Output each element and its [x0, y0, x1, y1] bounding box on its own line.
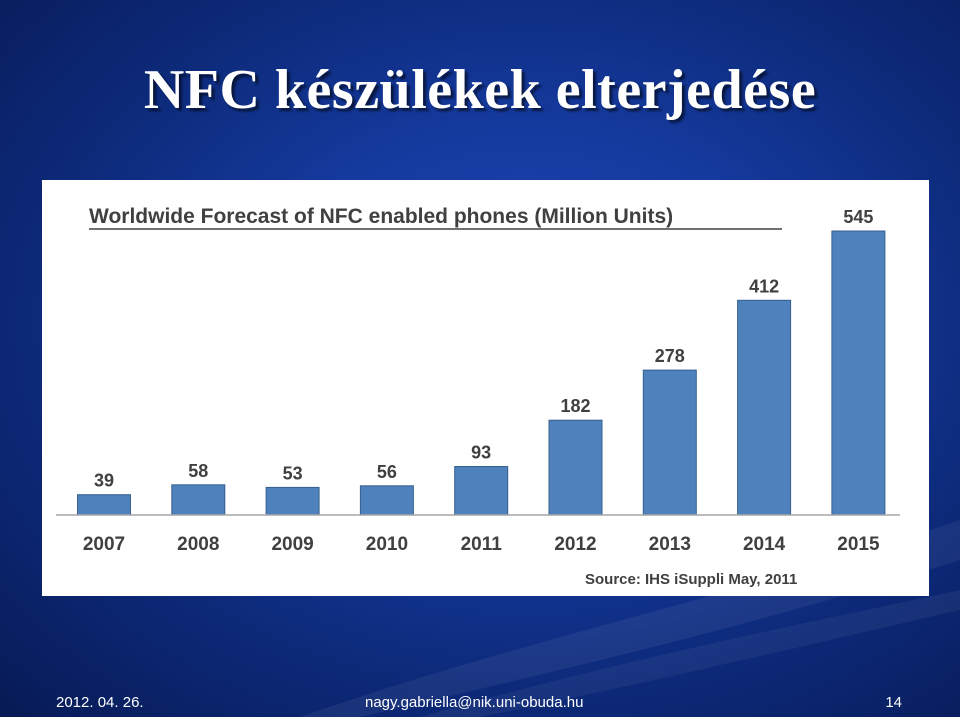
bar-chart: Worldwide Forecast of NFC enabled phones…	[56, 205, 900, 588]
x-tick-label-2009: 2009	[271, 534, 313, 555]
data-label-2008: 58	[188, 461, 208, 481]
bar-2014	[737, 299, 792, 516]
footer-date: 2012. 04. 26.	[56, 694, 144, 711]
data-label-2013: 278	[655, 346, 685, 366]
data-label-2015: 545	[843, 207, 873, 227]
data-label-2012: 182	[560, 396, 590, 416]
x-tick-label-2008: 2008	[177, 534, 219, 555]
chart-panel: Worldwide Forecast of NFC enabled phones…	[42, 180, 929, 596]
footer-page-number: 14	[885, 694, 902, 711]
x-tick-label-2015: 2015	[837, 534, 880, 555]
x-tick-label-2012: 2012	[554, 534, 596, 555]
bar-2007	[77, 494, 131, 516]
chart-title: Worldwide Forecast of NFC enabled phones…	[89, 205, 673, 228]
x-tick-label-2010: 2010	[366, 534, 408, 555]
x-tick-label-2013: 2013	[649, 534, 691, 555]
x-tick-label-2011: 2011	[461, 534, 503, 555]
bar-2010	[359, 485, 414, 516]
data-label-2007: 39	[94, 471, 114, 491]
footer-email: nagy.gabriella@nik.uni-obuda.hu	[365, 694, 584, 711]
bar-2009	[265, 486, 320, 516]
bar-2011	[454, 466, 509, 516]
x-tick-label-2007: 2007	[83, 534, 125, 555]
data-label-2009: 53	[283, 463, 303, 483]
x-tick-label-2014: 2014	[743, 534, 786, 555]
data-label-2010: 56	[377, 462, 397, 482]
bar-2015	[831, 230, 886, 516]
bar-2008	[171, 484, 226, 516]
data-label-2011: 93	[471, 443, 491, 463]
bar-group: 39 2007 58 2008 53 2009 56 2010 93 2011 182 2012 278…	[77, 207, 886, 555]
slide-title: NFC készülékek elterjedése	[143, 59, 817, 121]
data-label-2014: 412	[749, 276, 779, 296]
chart-source: Source: IHS iSuppli May, 2011	[585, 571, 797, 588]
bar-2012	[548, 419, 603, 516]
bar-2013	[642, 369, 697, 516]
